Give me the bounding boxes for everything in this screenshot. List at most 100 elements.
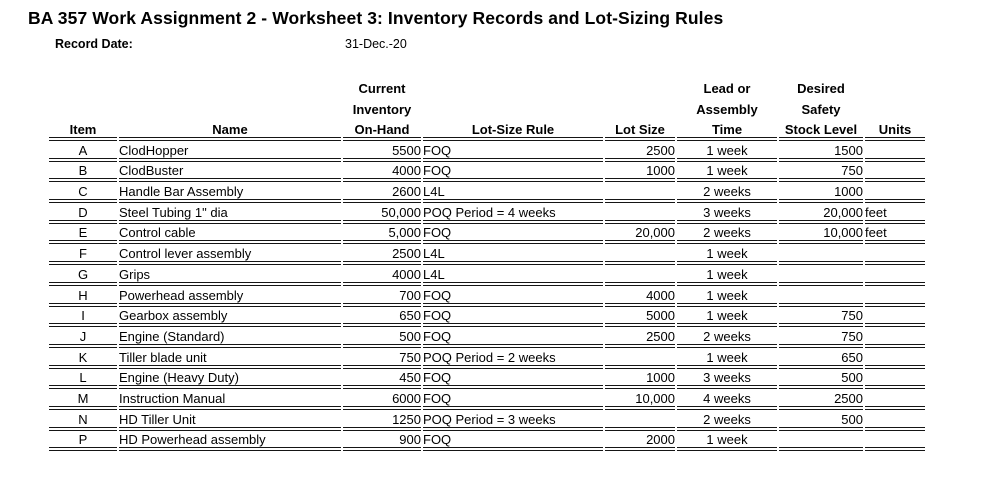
cell-units bbox=[865, 369, 925, 390]
header-cell-current_inventory_on_hand: Current bbox=[358, 80, 406, 96]
cell-lot_size bbox=[605, 410, 675, 431]
header-cell-desired_safety_stock_level: Desired bbox=[797, 80, 845, 96]
table-row: P HD Powerhead assembly 900 FOQ 2000 1 week bbox=[49, 431, 925, 452]
cell-name: Handle Bar Assembly bbox=[119, 182, 341, 204]
header-cell-item: Item bbox=[49, 117, 117, 141]
cell-lot_size bbox=[605, 348, 675, 369]
header-cell-name bbox=[119, 96, 341, 118]
cell-lot_size: 2000 bbox=[605, 431, 675, 452]
cell-lead_or_assembly_time: 3 weeks bbox=[677, 369, 777, 390]
header-cell-lot_size_rule: Lot-Size Rule bbox=[423, 117, 603, 141]
cell-lot_size_rule: POQ Period = 2 weeks bbox=[423, 348, 603, 369]
cell-desired_safety_stock_level: 650 bbox=[779, 348, 863, 369]
cell-item: P bbox=[49, 431, 117, 452]
header-cell-lead_or_assembly_time: Time bbox=[677, 117, 777, 141]
cell-lead_or_assembly_time: 2 weeks bbox=[677, 327, 777, 348]
header-cell-lot_size: Lot Size bbox=[605, 117, 675, 141]
header-cell-name bbox=[119, 74, 341, 96]
inventory-records-table: Current Lead or Desired Inventory Assembly Sa… bbox=[47, 74, 927, 452]
cell-lead_or_assembly_time: 1 week bbox=[677, 348, 777, 369]
cell-lead_or_assembly_time: 3 weeks bbox=[677, 203, 777, 224]
header-row: Item Name On-Hand Lot-Size Rule Lot Size Time… bbox=[49, 117, 925, 141]
cell-lead_or_assembly_time: 1 week bbox=[677, 286, 777, 307]
header-cell-item bbox=[49, 96, 117, 118]
cell-desired_safety_stock_level: 1500 bbox=[779, 141, 863, 162]
header-cell-current_inventory_on_hand: Inventory bbox=[352, 102, 412, 117]
cell-current_inventory_on_hand: 450 bbox=[343, 369, 421, 390]
table-row: L Engine (Heavy Duty) 450 FOQ 1000 3 weeks 500 bbox=[49, 369, 925, 390]
cell-units bbox=[865, 327, 925, 348]
header-cell-lot_size_rule bbox=[423, 74, 603, 96]
cell-lot_size: 1000 bbox=[605, 162, 675, 183]
cell-item: H bbox=[49, 286, 117, 307]
cell-current_inventory_on_hand: 500 bbox=[343, 327, 421, 348]
cell-item: F bbox=[49, 244, 117, 266]
cell-lot_size bbox=[605, 182, 675, 204]
cell-name: Control lever assembly bbox=[119, 244, 341, 266]
cell-lot_size_rule: FOQ bbox=[423, 141, 603, 162]
cell-desired_safety_stock_level: 750 bbox=[779, 162, 863, 183]
cell-name: Steel Tubing 1" dia bbox=[119, 203, 341, 224]
header-cell-current_inventory_on_hand: On-Hand bbox=[343, 117, 421, 141]
cell-units bbox=[865, 286, 925, 307]
cell-lead_or_assembly_time: 1 week bbox=[677, 141, 777, 162]
record-date-value: 31-Dec.-20 bbox=[345, 37, 407, 51]
cell-units bbox=[865, 431, 925, 452]
cell-current_inventory_on_hand: 5500 bbox=[343, 141, 421, 162]
cell-lot_size: 5000 bbox=[605, 307, 675, 328]
cell-units bbox=[865, 389, 925, 410]
cell-lot_size: 1000 bbox=[605, 369, 675, 390]
cell-desired_safety_stock_level: 750 bbox=[779, 307, 863, 328]
header-cell-name: Name bbox=[119, 117, 341, 141]
cell-current_inventory_on_hand: 6000 bbox=[343, 389, 421, 410]
cell-units bbox=[865, 182, 925, 204]
cell-lot_size_rule: L4L bbox=[423, 244, 603, 266]
cell-current_inventory_on_hand: 2600 bbox=[343, 182, 421, 204]
cell-current_inventory_on_hand: 4000 bbox=[343, 162, 421, 183]
cell-lot_size_rule: L4L bbox=[423, 182, 603, 204]
cell-desired_safety_stock_level: 20,000 bbox=[779, 203, 863, 224]
cell-current_inventory_on_hand: 900 bbox=[343, 431, 421, 452]
cell-desired_safety_stock_level: 500 bbox=[779, 369, 863, 390]
record-date-row: Record Date: 31-Dec.-20 bbox=[0, 37, 983, 53]
cell-units bbox=[865, 244, 925, 266]
cell-name: Grips bbox=[119, 265, 341, 286]
cell-lot_size_rule: POQ Period = 3 weeks bbox=[423, 410, 603, 431]
cell-lot_size bbox=[605, 265, 675, 286]
cell-lead_or_assembly_time: 4 weeks bbox=[677, 389, 777, 410]
cell-item: B bbox=[49, 162, 117, 183]
cell-name: HD Powerhead assembly bbox=[119, 431, 341, 452]
cell-lead_or_assembly_time: 1 week bbox=[677, 244, 777, 266]
cell-name: Instruction Manual bbox=[119, 389, 341, 410]
cell-units bbox=[865, 162, 925, 183]
cell-name: HD Tiller Unit bbox=[119, 410, 341, 431]
cell-desired_safety_stock_level: 750 bbox=[779, 327, 863, 348]
header-cell-lot_size_rule bbox=[423, 96, 603, 118]
cell-units: feet bbox=[865, 203, 925, 224]
table-header: Current Lead or Desired Inventory Assembly Sa… bbox=[49, 74, 925, 141]
table-row: G Grips 4000 L4L 1 week bbox=[49, 265, 925, 286]
header-cell-units bbox=[865, 96, 925, 118]
table-row: I Gearbox assembly 650 FOQ 5000 1 week 750 bbox=[49, 307, 925, 328]
cell-lead_or_assembly_time: 2 weeks bbox=[677, 182, 777, 204]
header-cell-lead_or_assembly_time: Lead or bbox=[703, 80, 751, 96]
cell-item: E bbox=[49, 224, 117, 245]
cell-current_inventory_on_hand: 700 bbox=[343, 286, 421, 307]
cell-lot_size_rule: FOQ bbox=[423, 224, 603, 245]
cell-current_inventory_on_hand: 1250 bbox=[343, 410, 421, 431]
cell-lot_size: 2500 bbox=[605, 327, 675, 348]
cell-lot_size: 20,000 bbox=[605, 224, 675, 245]
table-row: A ClodHopper 5500 FOQ 2500 1 week 1500 bbox=[49, 141, 925, 162]
header-row: Current Lead or Desired bbox=[49, 74, 925, 96]
cell-lot_size_rule: FOQ bbox=[423, 431, 603, 452]
cell-name: ClodBuster bbox=[119, 162, 341, 183]
table-row: F Control lever assembly 2500 L4L 1 week bbox=[49, 244, 925, 266]
cell-current_inventory_on_hand: 650 bbox=[343, 307, 421, 328]
cell-name: Gearbox assembly bbox=[119, 307, 341, 328]
cell-units bbox=[865, 265, 925, 286]
cell-lot_size: 10,000 bbox=[605, 389, 675, 410]
header-cell-units bbox=[865, 74, 925, 96]
cell-units: feet bbox=[865, 224, 925, 245]
cell-current_inventory_on_hand: 4000 bbox=[343, 265, 421, 286]
cell-item: J bbox=[49, 327, 117, 348]
